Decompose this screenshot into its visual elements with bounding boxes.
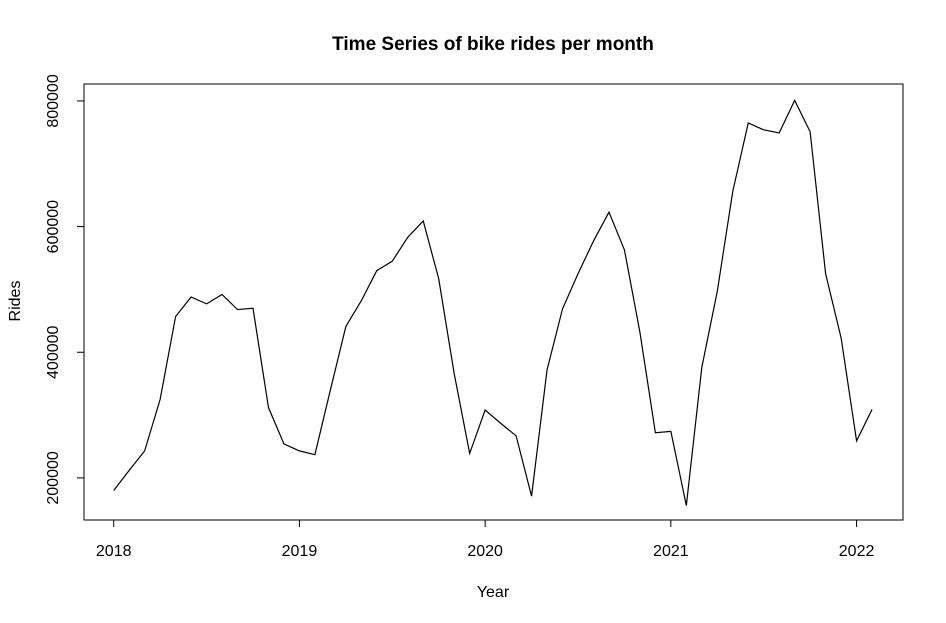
y-axis-label: Rides bbox=[7, 281, 24, 322]
series-line bbox=[113, 98, 873, 506]
y-tick-label: 400000 bbox=[45, 325, 62, 378]
y-tick-label: 200000 bbox=[45, 451, 62, 504]
chart-title: Time Series of bike rides per month bbox=[332, 34, 654, 55]
x-tick-label: 2021 bbox=[653, 543, 689, 560]
data-points bbox=[112, 98, 874, 507]
y-tick-label: 800000 bbox=[45, 74, 62, 127]
x-tick-label: 2018 bbox=[96, 543, 132, 560]
y-axis: 200000 400000 600000 800000 bbox=[45, 74, 85, 505]
y-tick-label: 600000 bbox=[45, 200, 62, 253]
x-axis-label: Year bbox=[477, 584, 510, 601]
x-axis: 2018 2019 2020 2021 2022 bbox=[96, 519, 875, 560]
plot-frame bbox=[83, 83, 904, 521]
x-tick-label: 2019 bbox=[282, 543, 318, 560]
x-tick-label: 2022 bbox=[839, 543, 875, 560]
x-tick-label: 2020 bbox=[467, 543, 503, 560]
